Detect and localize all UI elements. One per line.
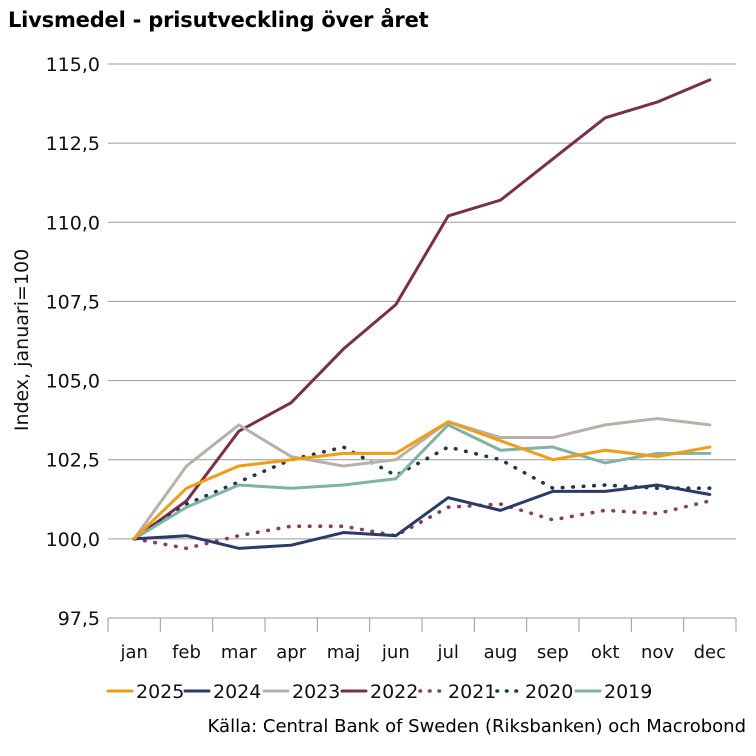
- x-tick-label: dec: [694, 642, 726, 663]
- legend-label-2022: 2022: [370, 681, 418, 703]
- x-tick-label: aug: [484, 642, 518, 663]
- legend-label-2019: 2019: [604, 681, 652, 703]
- x-tick-label: jul: [436, 642, 458, 663]
- series-line-2023: [132, 417, 712, 541]
- series-line-2020: [132, 445, 712, 541]
- y-axis-ticks: 97,5 100,0 102,5 105,0 107,5 110,0 112,5 115,0: [46, 54, 100, 630]
- y-tick-label: 115,0: [46, 54, 100, 76]
- x-tick-label: jun: [381, 642, 410, 663]
- legend-label-2023: 2023: [292, 681, 340, 703]
- x-axis: jan feb mar apr maj jun jul aug sep okt nov dec: [107, 618, 737, 663]
- y-tick-label: 107,5: [46, 291, 100, 313]
- legend-label-2020: 2020: [525, 681, 573, 703]
- series-line-2025: [132, 420, 712, 541]
- legend-label-2024: 2024: [213, 681, 261, 703]
- chart-title: Livsmedel - prisutveckling över året: [8, 8, 429, 32]
- x-tick-label: mar: [221, 642, 258, 663]
- y-axis-label: Index, januari=100: [11, 249, 33, 431]
- x-tick-label: nov: [641, 642, 674, 663]
- series-line-2022: [132, 78, 712, 541]
- y-tick-label: 112,5: [46, 133, 100, 155]
- y-tick-label: 97,5: [58, 608, 100, 630]
- series-line-2021: [132, 499, 712, 551]
- x-tick-label: jan: [119, 642, 147, 663]
- series-lines: [132, 78, 712, 551]
- legend-label-2021: 2021: [448, 681, 496, 703]
- legend: 2025 2024 2023 2022 2021 2020 2019: [106, 681, 652, 703]
- source-note: Källa: Central Bank of Sweden (Riksbanke…: [207, 716, 746, 737]
- y-tick-label: 110,0: [46, 212, 100, 234]
- x-tick-label: maj: [327, 642, 361, 663]
- legend-label-2025: 2025: [136, 681, 184, 703]
- x-tick-label: apr: [276, 642, 306, 663]
- y-tick-label: 105,0: [46, 371, 100, 393]
- series-line-2019: [132, 423, 712, 541]
- x-tick-label: sep: [537, 642, 569, 663]
- y-tick-label: 102,5: [46, 450, 100, 472]
- x-tick-label: feb: [172, 642, 201, 663]
- x-tick-label: okt: [591, 642, 620, 663]
- gridlines: [108, 63, 736, 619]
- y-tick-label: 100,0: [46, 529, 100, 551]
- series-line-2024: [132, 483, 712, 550]
